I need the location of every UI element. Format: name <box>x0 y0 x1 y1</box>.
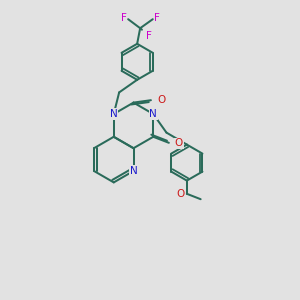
Text: O: O <box>157 94 165 105</box>
Text: N: N <box>110 109 118 119</box>
Text: O: O <box>176 189 184 199</box>
Text: O: O <box>175 138 183 148</box>
Text: N: N <box>130 166 137 176</box>
Text: F: F <box>146 31 152 41</box>
Text: F: F <box>121 13 127 23</box>
Text: F: F <box>154 13 160 23</box>
Text: N: N <box>149 109 157 119</box>
